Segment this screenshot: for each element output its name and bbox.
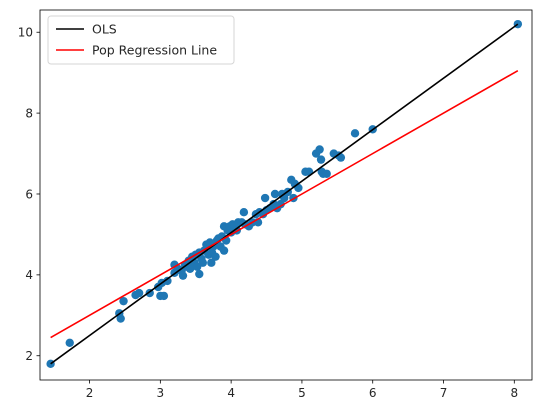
scatter-point-26	[195, 269, 204, 279]
scatter-point-4	[119, 296, 128, 306]
legend-label-ols: OLS	[92, 22, 117, 37]
x-tick-label-8: 8	[510, 386, 518, 400]
ols-line	[50, 23, 519, 365]
scatter-point-6	[134, 288, 144, 298]
y-tick-label-6: 6	[25, 187, 33, 201]
x-tick-label-2: 2	[86, 386, 94, 400]
x-tick-label-6: 6	[369, 386, 377, 400]
scatter-point-85	[336, 153, 346, 162]
axes-frame	[39, 9, 533, 381]
scatter-point-43	[219, 246, 229, 255]
legend-label-pop-regression-line: Pop Regression Line	[92, 43, 217, 58]
y-axis: 2 4 6 8 10	[18, 26, 40, 363]
pop-regression-line	[50, 69, 519, 339]
y-tick-label-4: 4	[25, 268, 33, 282]
x-tick-label-4: 4	[227, 386, 235, 400]
scatter-point-10	[159, 291, 169, 301]
x-tick-label-5: 5	[298, 386, 306, 400]
y-tick-label-2: 2	[25, 349, 33, 363]
plot-area	[46, 19, 523, 369]
scatter-point-29	[198, 258, 208, 267]
scatter-point-65	[270, 189, 280, 199]
scatter-point-1	[65, 338, 74, 347]
scatter-point-67	[276, 199, 285, 209]
x-tick-label-7: 7	[440, 386, 448, 400]
scatter-point-61	[260, 193, 270, 203]
legend: OLS Pop Regression Line	[47, 15, 235, 65]
scatter-point-3	[116, 314, 125, 323]
scatter-point-21	[185, 264, 195, 273]
x-axis: 2 3 4 5 6 7 8	[86, 380, 518, 400]
scatter-point-17	[178, 271, 188, 280]
scatter-point-12	[163, 276, 172, 286]
legend-box	[47, 15, 235, 65]
scatter-point-34	[207, 258, 216, 267]
scatter-point-82	[322, 169, 331, 178]
y-tick-label-8: 8	[25, 106, 33, 120]
scatter-point-37	[211, 252, 220, 261]
scatter-point-79	[316, 155, 326, 164]
scatter-point-53	[239, 207, 249, 217]
scatter-point-78	[315, 145, 324, 154]
y-tick-label-10: 10	[18, 26, 33, 40]
x-tick-label-3: 3	[157, 386, 165, 400]
scatter-point-86	[350, 129, 360, 138]
